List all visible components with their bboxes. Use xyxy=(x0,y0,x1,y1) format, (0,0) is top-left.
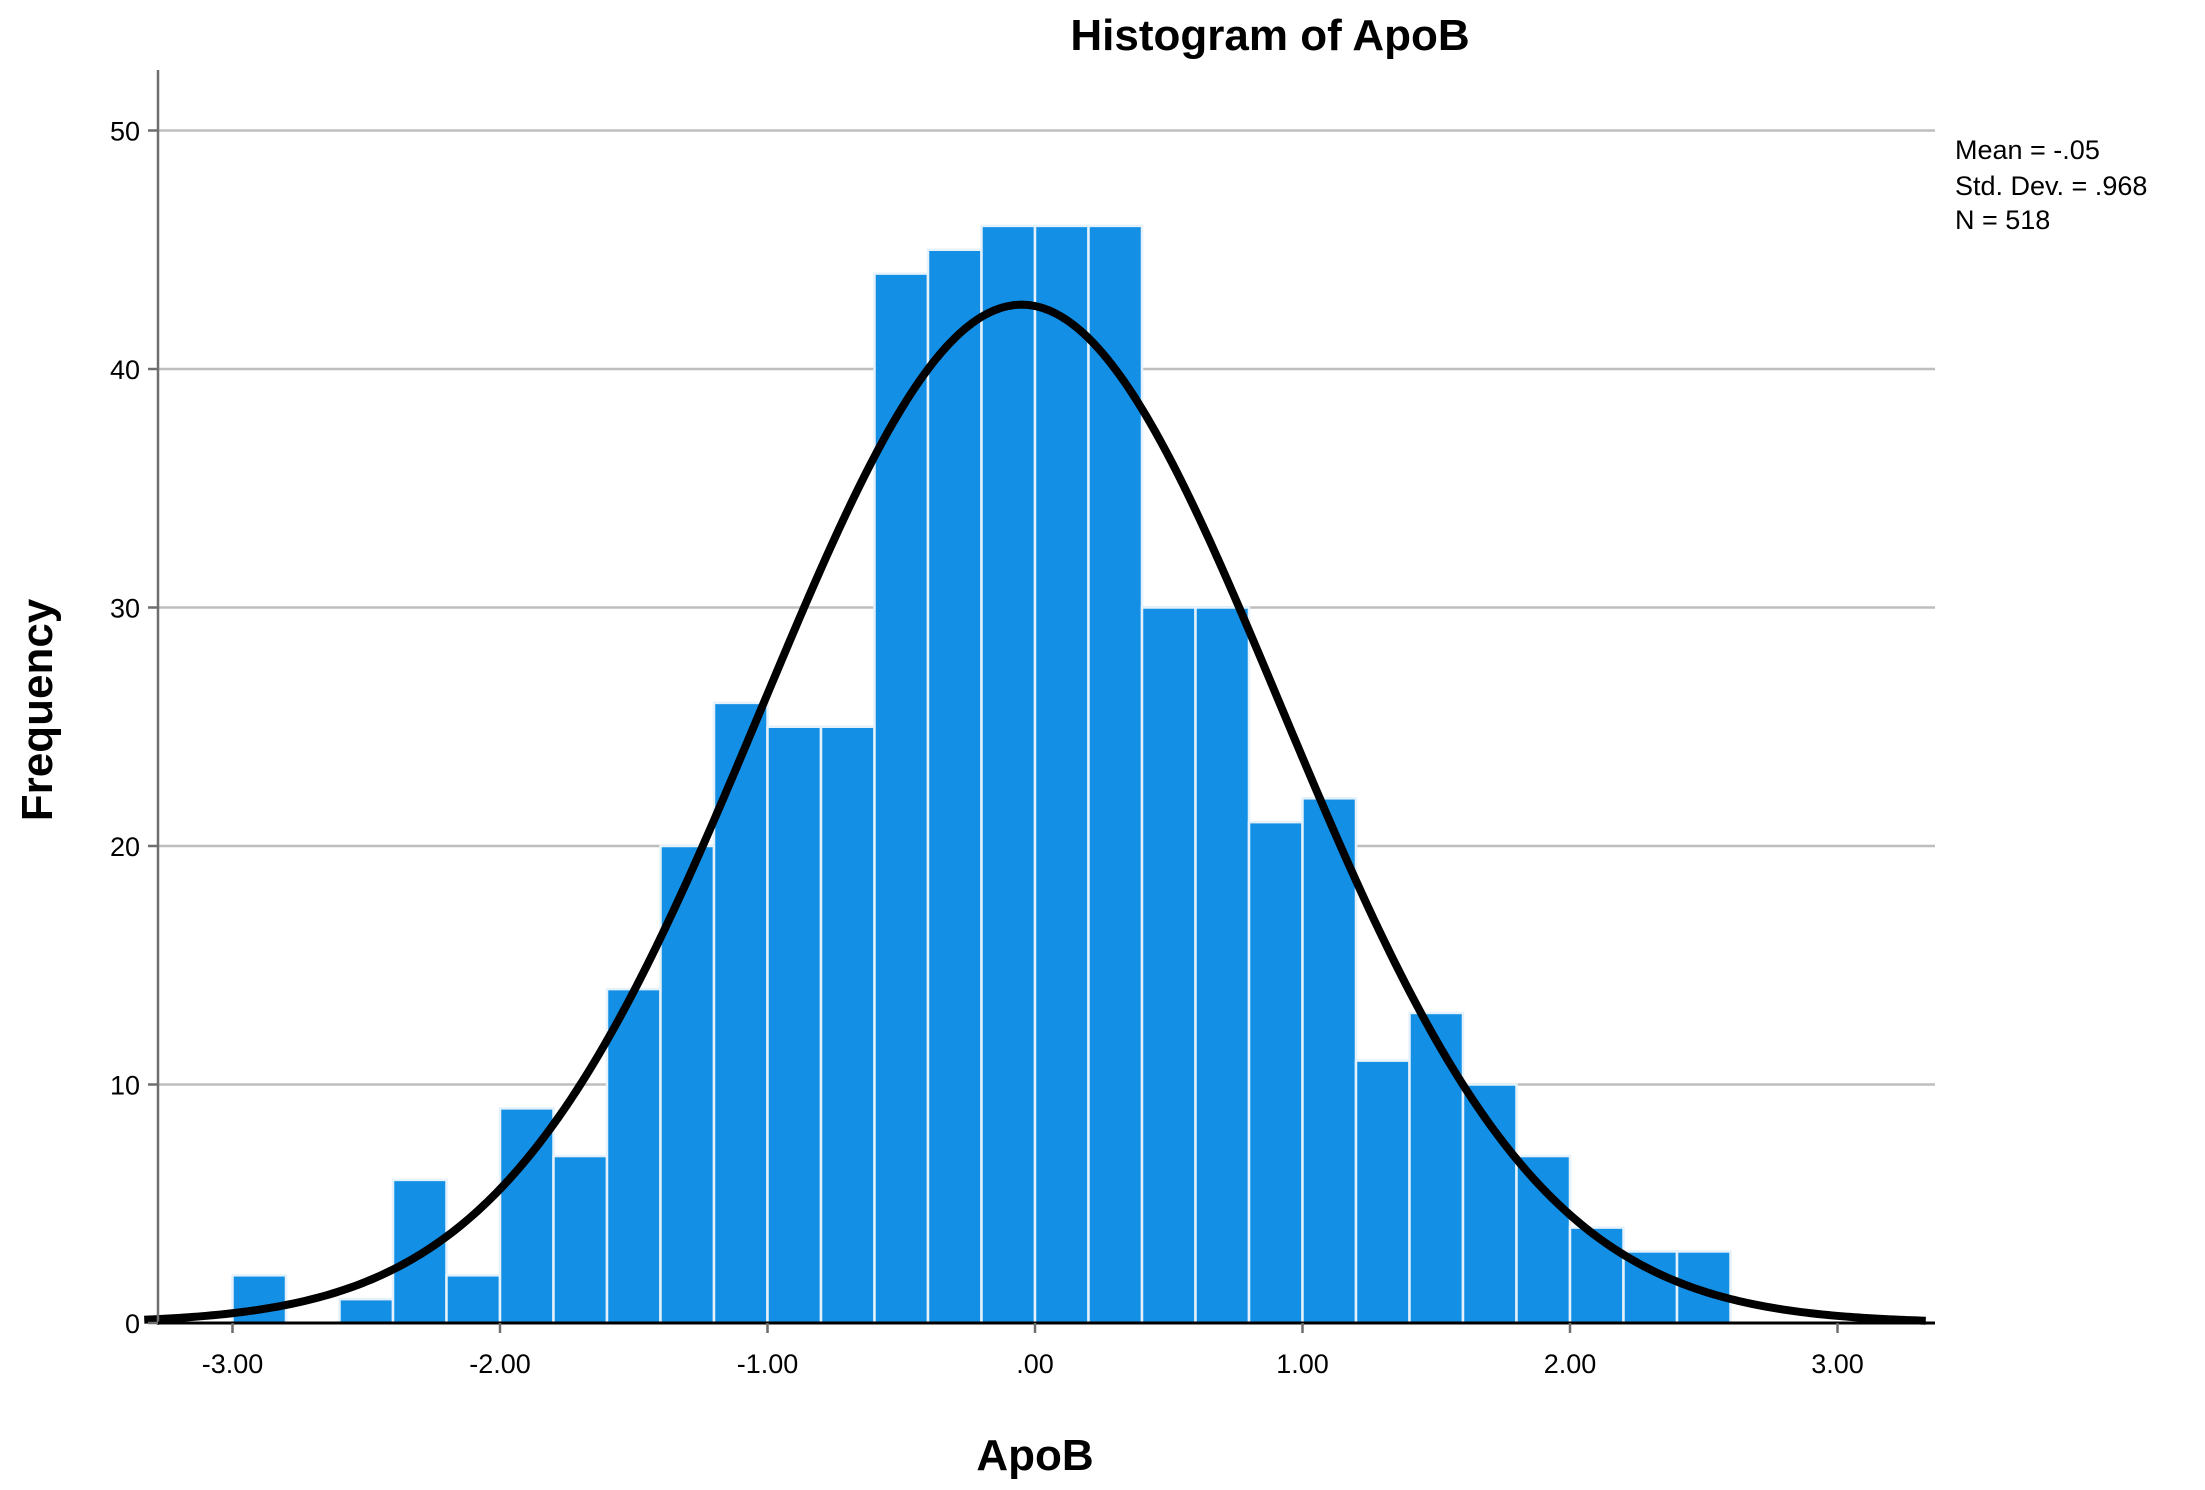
x-tick-label: 3.00 xyxy=(1811,1349,1864,1379)
histogram-bar xyxy=(445,1274,502,1325)
histogram-bar xyxy=(605,987,662,1325)
x-tick-label: .00 xyxy=(1016,1349,1054,1379)
y-tick-label: 20 xyxy=(110,832,140,862)
histogram-bar xyxy=(926,248,983,1325)
histogram-bars xyxy=(231,224,1732,1325)
normal-curve-layer xyxy=(144,300,1926,1325)
histogram-bar xyxy=(1515,1154,1572,1325)
histogram-bar xyxy=(766,725,823,1325)
x-tick-label: 2.00 xyxy=(1544,1349,1597,1379)
x-tick-label: -2.00 xyxy=(469,1349,531,1379)
x-axis-title: ApoB xyxy=(976,1431,1093,1480)
y-tick-label: 10 xyxy=(110,1071,140,1101)
histogram-bar xyxy=(1033,224,1090,1325)
x-tick-label: -3.00 xyxy=(202,1349,264,1379)
histogram-bar xyxy=(338,1297,395,1325)
x-tick-label: 1.00 xyxy=(1276,1349,1329,1379)
y-axis-title: Frequency xyxy=(13,598,62,821)
histogram-bar xyxy=(980,224,1037,1325)
normal-curve xyxy=(144,300,1926,1325)
axes xyxy=(148,70,1935,1333)
histogram-bar xyxy=(1408,1011,1465,1325)
histogram-bar xyxy=(819,725,876,1325)
tick-labels: 0 10 20 30 40 50 -3.00 -2.00 -1.00 .00 1.00 2.00 3.0… xyxy=(110,117,1864,1380)
stat-n: N = 518 xyxy=(1955,205,2050,235)
y-tick-label: 50 xyxy=(110,117,140,147)
stat-std-dev: Std. Dev. = .968 xyxy=(1955,171,2147,201)
y-tick-label: 30 xyxy=(110,594,140,624)
histogram-bar xyxy=(498,1107,555,1325)
histogram-bar xyxy=(1247,820,1304,1325)
y-tick-label: 40 xyxy=(110,355,140,385)
histogram-bar xyxy=(552,1154,609,1325)
histogram-bar xyxy=(1354,1059,1411,1325)
histogram-bar xyxy=(712,701,769,1325)
stat-mean: Mean = -.05 xyxy=(1955,135,2100,165)
summary-statistics: Mean = -.05 Std. Dev. = .968 N = 518 xyxy=(1955,135,2147,235)
histogram-bar xyxy=(1568,1226,1625,1325)
chart-title: Histogram of ApoB xyxy=(1070,11,1469,60)
histogram-bar xyxy=(1140,606,1197,1325)
histogram-bar xyxy=(1194,606,1251,1325)
x-tick-label: -1.00 xyxy=(737,1349,799,1379)
histogram-bar xyxy=(1301,797,1358,1325)
y-tick-label: 0 xyxy=(125,1309,140,1339)
histogram-bar xyxy=(873,272,930,1325)
